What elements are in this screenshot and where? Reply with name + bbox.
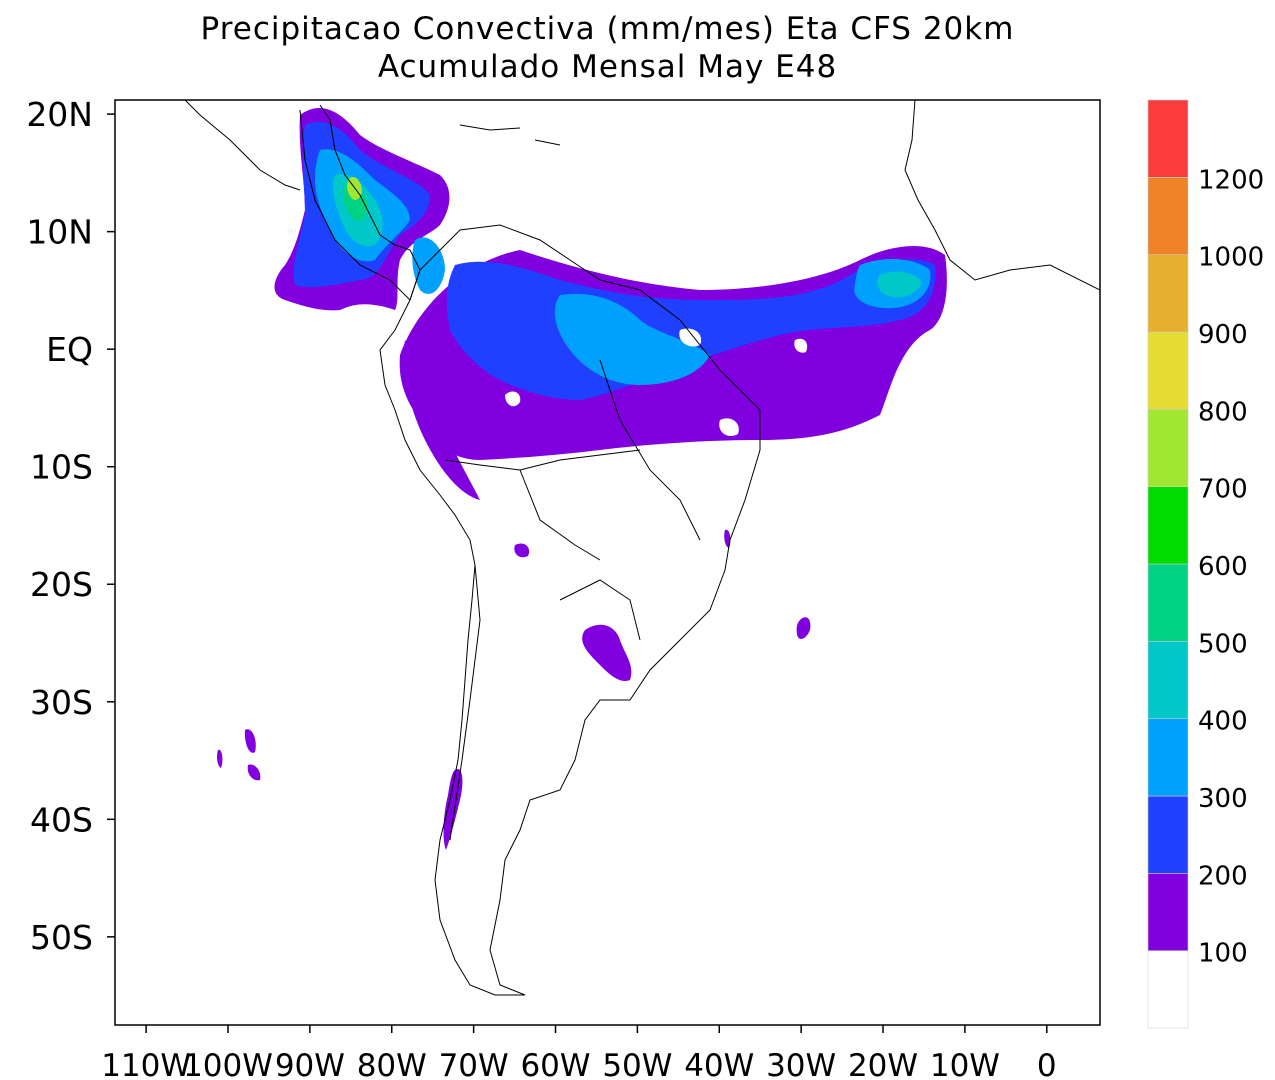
colorbar-label: 1200 xyxy=(1198,165,1264,195)
africa-coastline xyxy=(904,100,1100,291)
lon-tick-label: 40W xyxy=(684,1048,754,1080)
map-frame xyxy=(114,99,1101,1026)
colorbar-swatch xyxy=(1147,641,1189,719)
coastlines-and-borders xyxy=(184,100,1100,996)
border-brazil-peru xyxy=(444,449,641,471)
colorbar-swatch xyxy=(1147,409,1189,487)
colorbar-label: 400 xyxy=(1198,707,1248,737)
colorbar-swatch xyxy=(1147,718,1189,797)
precip-south-atlantic-blob xyxy=(796,617,811,639)
lat-tick-label: 20N xyxy=(26,95,93,134)
lon-tick-label: 60W xyxy=(520,1048,590,1080)
lon-tick-label: 80W xyxy=(357,1048,427,1080)
colorbar-swatch xyxy=(1147,873,1189,951)
south-america-coastline xyxy=(379,224,761,996)
lat-tick-label: 50S xyxy=(30,918,93,957)
lat-tick-label: 10S xyxy=(30,448,93,487)
colorbar-swatch xyxy=(1147,331,1189,410)
caribbean-islands xyxy=(459,124,561,146)
mexico-coastline xyxy=(184,100,301,191)
precip-band-andes-100 xyxy=(403,340,480,500)
lon-tick-label: 90W xyxy=(275,1048,345,1080)
colorbar-swatch xyxy=(1147,563,1189,642)
central-america-coastline xyxy=(299,104,421,301)
lon-tick-label: 30W xyxy=(766,1048,836,1080)
colorbar-label: 300 xyxy=(1198,784,1248,814)
border-argentina xyxy=(559,579,641,641)
border-brazil-states xyxy=(599,359,701,541)
precip-chile-100 xyxy=(443,769,463,850)
border-chile-argentina xyxy=(449,564,481,841)
border-brazil-bolivia xyxy=(519,469,601,561)
precip-hole-2 xyxy=(679,328,702,347)
lat-tick-label: 20S xyxy=(30,565,93,604)
lon-tick-label: 100W xyxy=(183,1048,273,1080)
colorbar-label: 1000 xyxy=(1198,243,1264,273)
precip-hole-1 xyxy=(505,391,521,407)
lat-tick-label: 10N xyxy=(26,213,93,252)
precip-amazon-300 xyxy=(554,293,710,385)
precip-paraguay-100 xyxy=(582,624,632,681)
precip-east-brazil-blob xyxy=(724,529,731,548)
lon-tick-label: 110W xyxy=(101,1048,191,1080)
colorbar-label: 800 xyxy=(1198,397,1248,427)
colorbar-label: 500 xyxy=(1198,629,1248,659)
precipitation-field xyxy=(217,107,947,850)
lon-tick-label: 50W xyxy=(602,1048,672,1080)
colorbar: 100 200 300 400 500 600 700 800 900 1000 1200 xyxy=(1147,99,1264,1029)
precip-west-brazil-blob xyxy=(514,543,530,558)
precip-pacific-islet-1 xyxy=(244,729,256,753)
lat-tick-label: 40S xyxy=(30,800,93,839)
precip-hole-4 xyxy=(719,418,739,437)
map-title-line-1: Precipitacao Convectiva (mm/mes) Eta CFS… xyxy=(200,11,1015,47)
precip-colombia-300 xyxy=(412,237,445,294)
lon-tick-label: 0 xyxy=(1037,1048,1057,1080)
map-title-line-2: Acumulado Mensal May E48 xyxy=(377,49,838,85)
precip-atlantic-400 xyxy=(877,271,922,298)
lon-tick-label: 10W xyxy=(930,1048,1000,1080)
colorbar-label: 200 xyxy=(1198,861,1248,891)
lat-tick-label: 30S xyxy=(30,683,93,722)
colorbar-swatch xyxy=(1147,177,1189,255)
precip-pacific-islet-2 xyxy=(247,764,261,781)
colorbar-label: 600 xyxy=(1198,552,1248,582)
precip-hole-3 xyxy=(794,338,808,353)
colorbar-swatch xyxy=(1147,486,1189,565)
colorbar-label: 900 xyxy=(1198,320,1248,350)
lat-tick-label: EQ xyxy=(46,330,93,369)
colorbar-swatch xyxy=(1147,795,1189,874)
colorbar-label: 100 xyxy=(1198,939,1248,969)
precip-pacific-islet-3 xyxy=(217,749,223,768)
colorbar-swatch xyxy=(1147,254,1189,333)
colorbar-swatch xyxy=(1147,99,1189,178)
lon-tick-label: 70W xyxy=(439,1048,509,1080)
latitude-axis: 20N 10N EQ 10S 20S 30S 40S 50S xyxy=(26,95,115,957)
lon-tick-label: 20W xyxy=(848,1048,918,1080)
colorbar-swatch xyxy=(1147,950,1189,1029)
colorbar-label: 700 xyxy=(1198,475,1248,505)
